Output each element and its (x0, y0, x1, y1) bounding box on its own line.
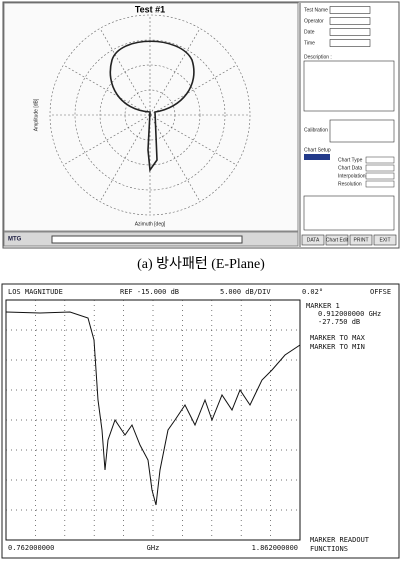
field-label: Time (304, 40, 315, 46)
settings-table (303, 195, 395, 231)
x-unit: GHz (147, 544, 160, 552)
header-text: LOS MAGNITUDE (8, 288, 63, 296)
x-stop: 1.862000000 (252, 544, 298, 552)
field-input (329, 28, 371, 36)
y-axis-label: Amplitude [dB] (33, 98, 39, 131)
header-text: REF -15.000 dB (120, 288, 179, 296)
setup-select (365, 156, 395, 164)
setup-label: Resolution (338, 181, 362, 187)
setup-label: Chart Data (338, 165, 362, 171)
slider[interactable] (51, 235, 243, 244)
field-input (329, 6, 371, 14)
polar-spoke (149, 114, 237, 166)
setup-select (365, 180, 395, 188)
field-input (329, 39, 371, 47)
field-label: Operator (304, 18, 324, 24)
button[interactable] (349, 234, 373, 246)
analyzer-softkeys: MARKER 10.912000000 GHz-27.750 dB MARKER … (306, 302, 381, 553)
polar-spoke (149, 64, 237, 116)
polar-ring (74, 39, 226, 191)
analyzer-screen (1, 283, 400, 559)
header-text: 0.02° (302, 288, 323, 296)
calibration-box (329, 119, 395, 143)
polar-spoke (149, 114, 201, 202)
radiation-pattern (109, 40, 195, 173)
button[interactable] (325, 234, 349, 246)
polar-ring (49, 14, 251, 216)
softkey: MARKER TO MIN (310, 343, 365, 351)
calibration-label: Calibration (304, 127, 328, 133)
setup-select (365, 164, 395, 172)
softkey: MARKER READOUT (310, 536, 370, 544)
softkey: MARKER TO MAX (310, 334, 366, 342)
button-label: PRINT (354, 237, 369, 243)
setup-select (365, 172, 395, 180)
polar-spoke (99, 28, 151, 116)
graticule-lines (6, 300, 300, 540)
softkey: FUNCTIONS (310, 545, 348, 553)
button-label: DATA (307, 237, 320, 243)
setup-label: Interpolation (338, 173, 366, 179)
button[interactable] (301, 234, 325, 246)
analyzer-header: LOS MAGNITUDE REF -15.000 dB 5.000 dB/DIV 0… (8, 288, 391, 296)
plot-area (3, 2, 299, 232)
polar-spoke (63, 114, 151, 166)
trace (5, 311, 301, 506)
marker-line: 0.912000000 GHz (318, 310, 381, 318)
button-label: EXIT (379, 237, 390, 243)
polar-spoke (149, 28, 201, 116)
button-label: Chart Edit (326, 237, 349, 243)
description-box (303, 60, 395, 112)
header-text: OFFSE (370, 288, 391, 296)
chart-setup-title: Chart Setup (304, 147, 331, 153)
field-input (329, 17, 371, 25)
polar-spoke (63, 64, 151, 116)
x-start: 0.762000000 (8, 544, 54, 552)
button[interactable] (373, 234, 397, 246)
description-label: Description : (304, 54, 332, 60)
x-axis-label: Azimuth [deg] (135, 221, 166, 227)
caption-a: (a) 방사패턴 (E-Plane) (137, 256, 265, 272)
field-label: Test Name (304, 7, 328, 13)
field-label: Date (304, 29, 315, 35)
polar-spoke (99, 114, 151, 202)
side-panel: Test Name Operator Date Time Description : Ca… (301, 6, 397, 246)
marker-line: -27.750 dB (318, 318, 360, 326)
logo: MTG (8, 237, 22, 243)
plot-title: Test #1 (135, 4, 165, 14)
setup-label: Chart Type (338, 157, 363, 163)
list-box (304, 154, 330, 160)
header-text: 5.000 dB/DIV (220, 288, 271, 296)
marker-line: MARKER 1 (306, 302, 340, 310)
